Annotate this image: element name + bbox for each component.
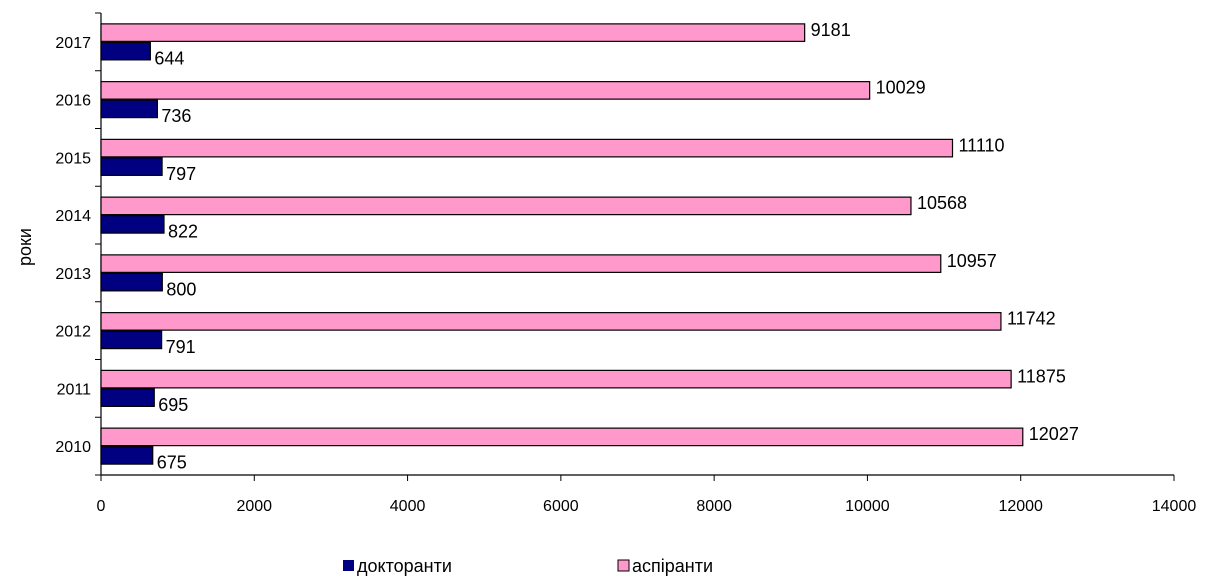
data-label-postgraduate: 10957: [947, 251, 997, 271]
x-tick-label: 10000: [845, 498, 890, 515]
legend-swatch-doctoral: [343, 560, 354, 571]
y-tick-label: 2012: [55, 324, 91, 341]
data-label-postgraduate: 9181: [811, 20, 851, 40]
x-tick-label: 6000: [543, 498, 579, 515]
bar-doctoral: [100, 330, 163, 350]
bar-doctoral: [100, 157, 163, 176]
data-label-postgraduate: 10029: [876, 78, 926, 98]
x-tick-label: 12000: [998, 498, 1043, 515]
data-label-doctoral: 791: [166, 337, 196, 357]
bar-doctoral: [100, 99, 159, 119]
data-label-doctoral: 675: [157, 453, 187, 473]
data-label-doctoral: 736: [161, 106, 191, 126]
x-tick-label: 4000: [390, 498, 426, 515]
bar-postgraduate: [100, 254, 942, 273]
plot-area: 0 2000 4000 6000 8000 10000 12000 14000 2010 1202…: [55, 12, 1197, 515]
bar-doctoral: [100, 446, 154, 465]
bar-postgraduate: [100, 312, 1002, 331]
bar-doctoral: [100, 388, 155, 407]
bar-postgraduate: [100, 23, 806, 42]
data-label-postgraduate: 11110: [959, 135, 1005, 155]
x-tick-label: 0: [97, 498, 106, 515]
legend-label-doctoral: докторанти: [357, 556, 452, 576]
data-label-postgraduate: 10568: [917, 193, 967, 213]
y-tick-label: 2015: [55, 150, 91, 167]
y-tick-label: 2016: [55, 93, 91, 110]
x-tick-label: 14000: [1152, 498, 1197, 515]
data-label-doctoral: 800: [166, 279, 196, 299]
y-tick-label: 2017: [55, 35, 91, 52]
y-tick-label: 2014: [55, 208, 91, 225]
y-axis-label: роки: [15, 228, 35, 266]
data-label-postgraduate: 11875: [1017, 366, 1066, 386]
bar-postgraduate: [100, 369, 1012, 389]
x-tick-label: 2000: [236, 498, 272, 515]
bar-doctoral: [100, 272, 163, 292]
data-label-doctoral: 644: [154, 48, 184, 68]
bar-postgraduate: [100, 138, 954, 158]
data-label-postgraduate: 12027: [1029, 424, 1079, 444]
legend-swatch-postgraduate: [617, 559, 630, 572]
data-label-doctoral: 797: [166, 164, 196, 184]
y-tick-label: 2013: [55, 266, 91, 283]
y-tick-label: 2010: [55, 439, 91, 456]
bar-doctoral: [100, 215, 165, 234]
x-tick-label: 8000: [696, 498, 732, 515]
legend: докторанти аспіранти: [343, 556, 713, 576]
y-tick-label: 2011: [57, 381, 92, 398]
legend-label-postgraduate: аспіранти: [632, 556, 713, 576]
bar-postgraduate: [100, 196, 912, 216]
data-label-doctoral: 822: [168, 222, 198, 242]
bar-doctoral: [100, 41, 151, 61]
data-label-postgraduate: 11742: [1007, 309, 1056, 329]
data-label-doctoral: 695: [158, 395, 188, 415]
bar-postgraduate: [100, 81, 871, 100]
bar-postgraduate: [100, 427, 1024, 447]
